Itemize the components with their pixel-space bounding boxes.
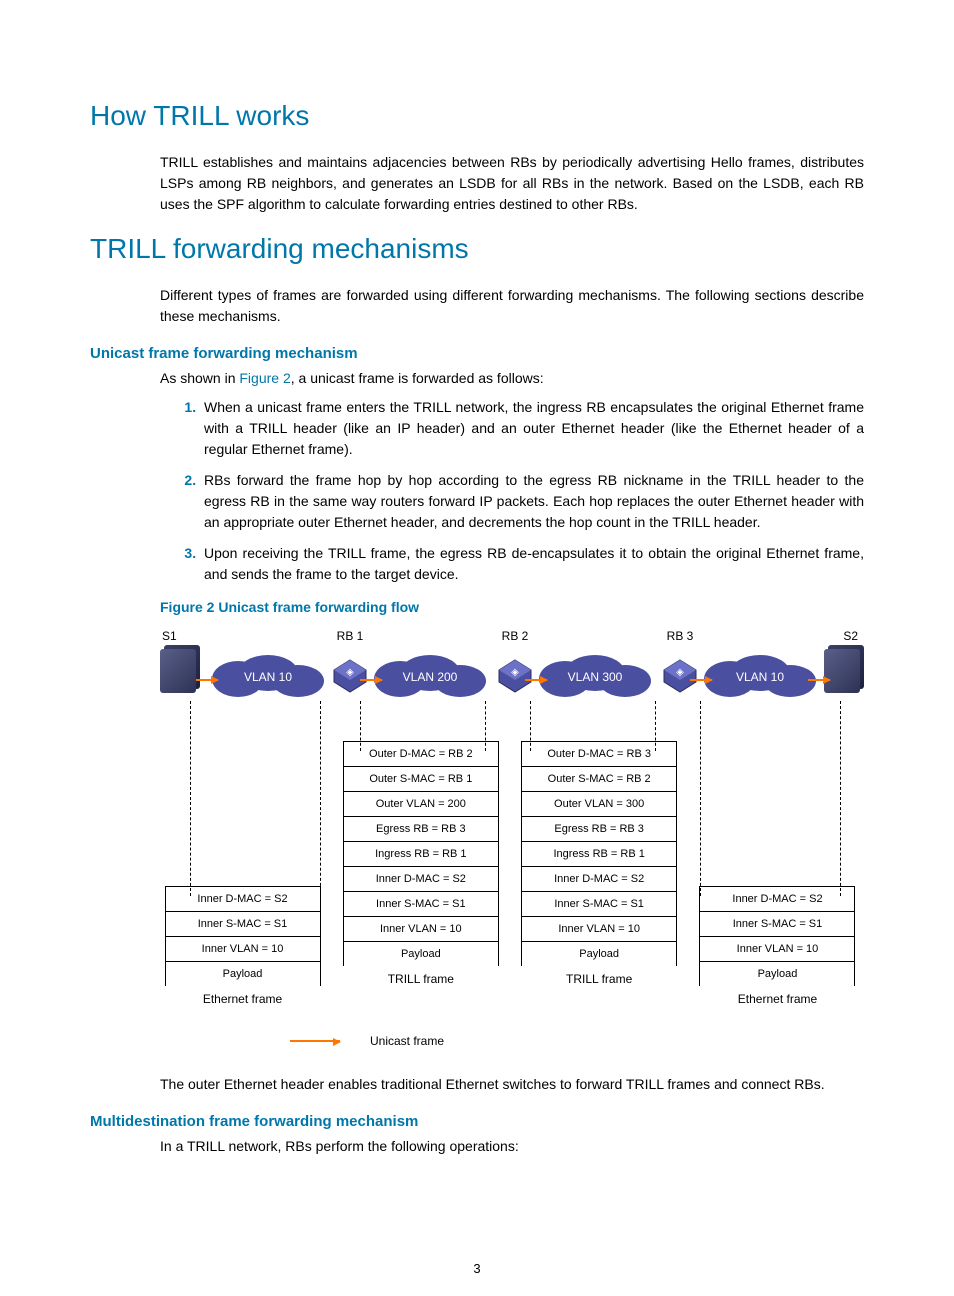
svg-text:◈: ◈ bbox=[511, 667, 519, 678]
frame-col-2: Outer D-MAC = RB 2 Outer S-MAC = RB 1 Ou… bbox=[338, 741, 503, 1006]
s1-label: S1 bbox=[162, 629, 177, 643]
unicast-steps: When a unicast frame enters the TRILL ne… bbox=[90, 397, 864, 585]
rb2-label: RB 2 bbox=[490, 629, 540, 643]
vlan10-cloud: VLAN 10 bbox=[208, 655, 328, 699]
unicast-heading: Unicast frame forwarding mechanism bbox=[90, 345, 864, 362]
server-s1-icon bbox=[160, 649, 196, 693]
section1-body: TRILL establishes and maintains adjacenc… bbox=[90, 152, 864, 215]
unicast-intro: As shown in Figure 2, a unicast frame is… bbox=[90, 368, 864, 389]
frame-col-4: Inner D-MAC = S2 Inner S-MAC = S1 Inner … bbox=[695, 741, 860, 1006]
rb3-label: RB 3 bbox=[655, 629, 705, 643]
section2-body: Different types of frames are forwarded … bbox=[90, 285, 864, 327]
legend-arrow-icon bbox=[290, 1040, 340, 1042]
figure-2-link[interactable]: Figure 2 bbox=[239, 370, 290, 386]
vlan200-cloud: VLAN 200 bbox=[370, 655, 490, 699]
vlan10b-cloud: VLAN 10 bbox=[700, 655, 820, 699]
rb1-label: RB 1 bbox=[325, 629, 375, 643]
page-number: 3 bbox=[0, 1261, 954, 1276]
figure-legend: Unicast frame bbox=[230, 1034, 860, 1048]
svg-text:◈: ◈ bbox=[676, 667, 684, 678]
section-heading-2: TRILL forwarding mechanisms bbox=[90, 233, 864, 265]
step-2: RBs forward the frame hop by hop accordi… bbox=[200, 470, 864, 533]
figure-caption: Figure 2 Unicast frame forwarding flow bbox=[160, 599, 864, 615]
switch-rb3-icon: ◈ bbox=[660, 656, 700, 696]
frame-col-3: Outer D-MAC = RB 3 Outer S-MAC = RB 2 Ou… bbox=[517, 741, 682, 1006]
step-3: Upon receiving the TRILL frame, the egre… bbox=[200, 543, 864, 585]
figure-2-diagram: S1 VLAN 10 RB 1 ◈ bbox=[160, 631, 860, 1048]
svg-text:◈: ◈ bbox=[346, 667, 354, 678]
vlan300-cloud: VLAN 300 bbox=[535, 655, 655, 699]
after-figure-text: The outer Ethernet header enables tradit… bbox=[90, 1074, 864, 1095]
section-heading-1: How TRILL works bbox=[90, 100, 864, 132]
switch-rb2-icon: ◈ bbox=[495, 656, 535, 696]
multidest-heading: Multidestination frame forwarding mechan… bbox=[90, 1113, 864, 1130]
step-1: When a unicast frame enters the TRILL ne… bbox=[200, 397, 864, 460]
switch-rb1-icon: ◈ bbox=[330, 656, 370, 696]
frame-col-1: Inner D-MAC = S2 Inner S-MAC = S1 Inner … bbox=[160, 741, 325, 1006]
multidest-body: In a TRILL network, RBs perform the foll… bbox=[90, 1136, 864, 1157]
server-s2-icon bbox=[824, 649, 860, 693]
s2-label: S2 bbox=[843, 629, 858, 643]
